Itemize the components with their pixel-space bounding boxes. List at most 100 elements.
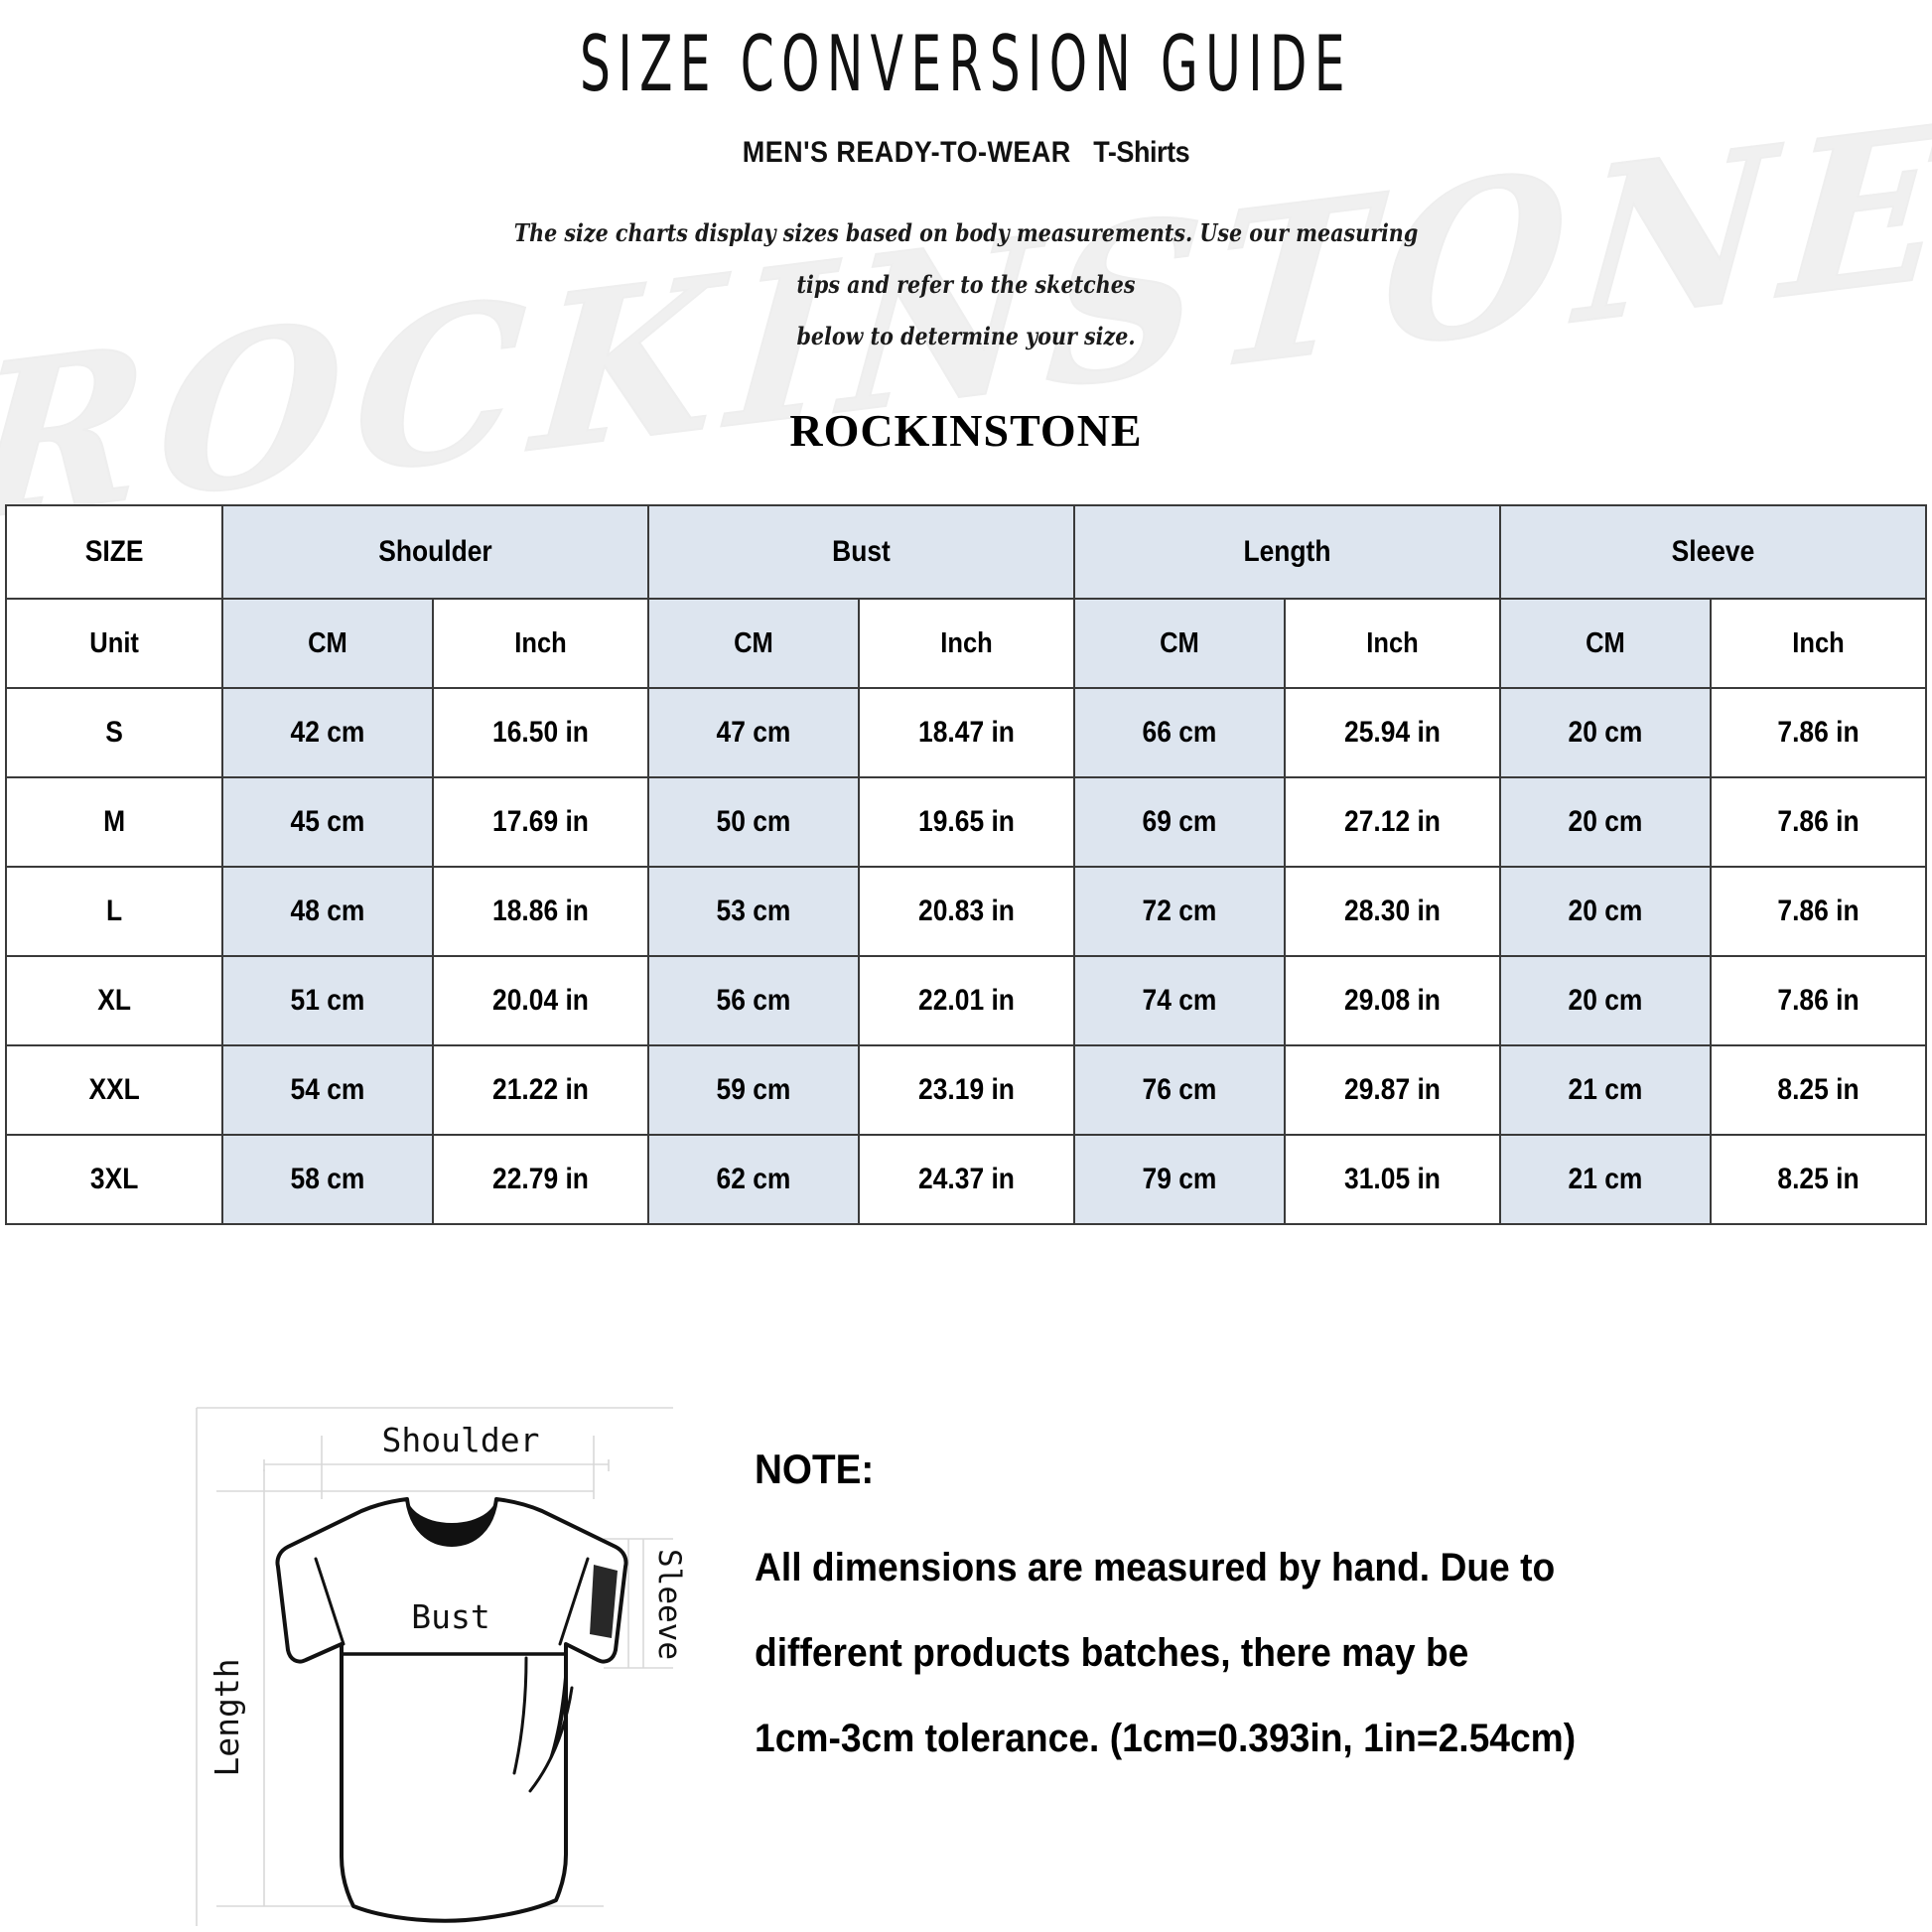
cell-shoulder-cm: 51 cm: [221, 955, 435, 1046]
cell-length-cm: 69 cm: [1073, 776, 1287, 868]
cell-sleeve-cm: 20 cm: [1499, 955, 1712, 1046]
description-line-1: The size charts display sizes based on b…: [513, 218, 1419, 299]
cell-size: 3XL: [4, 1134, 224, 1225]
cell-shoulder-inch: 21.22 in: [432, 1044, 650, 1136]
cell-shoulder-cm: 54 cm: [221, 1044, 435, 1136]
page-subtitle: MEN'S READY-TO-WEAR T-Shirts: [96, 92, 1835, 170]
header-group-bust: Bust: [647, 504, 1076, 600]
cell-length-cm: 76 cm: [1073, 1044, 1287, 1136]
header-group-sleeve: Sleeve: [1499, 504, 1927, 600]
unit-label: Unit: [4, 598, 224, 689]
header-group-length: Length: [1073, 504, 1502, 600]
unit-bust-inch: Inch: [858, 598, 1076, 689]
unit-shoulder-inch: Inch: [432, 598, 650, 689]
cell-bust-inch: 23.19 in: [858, 1044, 1076, 1136]
cell-shoulder-inch: 16.50 in: [432, 687, 650, 778]
cell-sleeve-cm: 20 cm: [1499, 687, 1712, 778]
cell-sleeve-inch: 8.25 in: [1709, 1044, 1928, 1136]
cell-sleeve-cm: 21 cm: [1499, 1134, 1712, 1225]
cell-length-inch: 27.12 in: [1284, 776, 1502, 868]
table-unit-row: Unit CM Inch CM Inch CM Inch CM Inch: [4, 598, 1928, 689]
diagram-label-sleeve: Sleeve: [651, 1549, 687, 1660]
cell-length-cm: 66 cm: [1073, 687, 1287, 778]
unit-sleeve-cm: CM: [1499, 598, 1712, 689]
cell-sleeve-inch: 8.25 in: [1709, 1134, 1928, 1225]
header-group-shoulder: Shoulder: [221, 504, 650, 600]
cell-shoulder-inch: 18.86 in: [432, 866, 650, 957]
cell-bust-inch: 19.65 in: [858, 776, 1076, 868]
cell-length-cm: 79 cm: [1073, 1134, 1287, 1225]
cell-sleeve-cm: 20 cm: [1499, 776, 1712, 868]
page-description: The size charts display sizes based on b…: [496, 170, 1436, 362]
tshirt-collar: [407, 1499, 496, 1545]
tshirt-measurement-diagram: Shoulder Bust Length Sleeve: [177, 1390, 693, 1932]
cell-shoulder-cm: 42 cm: [221, 687, 435, 778]
brand-name: ROCKINSTONE: [789, 405, 1143, 456]
note-line-2: different products batches, there may be: [755, 1631, 1469, 1675]
cell-shoulder-inch: 17.69 in: [432, 776, 650, 868]
cell-bust-cm: 59 cm: [647, 1044, 861, 1136]
description-line-2: below to determine your size.: [796, 322, 1136, 350]
unit-sleeve-inch: Inch: [1709, 598, 1928, 689]
unit-shoulder-cm: CM: [221, 598, 435, 689]
cell-sleeve-inch: 7.86 in: [1709, 776, 1928, 868]
cell-bust-inch: 18.47 in: [858, 687, 1076, 778]
cell-length-cm: 72 cm: [1073, 866, 1287, 957]
table-row: XL 51 cm 20.04 in 56 cm 22.01 in 74 cm 2…: [4, 955, 1928, 1046]
cell-length-inch: 25.94 in: [1284, 687, 1502, 778]
cell-size: S: [4, 687, 224, 778]
note-body: All dimensions are measured by hand. Due…: [755, 1493, 1899, 1781]
cell-bust-cm: 62 cm: [647, 1134, 861, 1225]
table-row: 3XL 58 cm 22.79 in 62 cm 24.37 in 79 cm …: [4, 1134, 1928, 1225]
bottom-section: Shoulder Bust Length Sleeve NOTE: All di…: [0, 1390, 1932, 1932]
cell-length-inch: 31.05 in: [1284, 1134, 1502, 1225]
cell-length-inch: 28.30 in: [1284, 866, 1502, 957]
unit-length-cm: CM: [1073, 598, 1287, 689]
cell-sleeve-inch: 7.86 in: [1709, 955, 1928, 1046]
diagram-label-bust: Bust: [411, 1597, 489, 1636]
cell-bust-inch: 24.37 in: [858, 1134, 1076, 1225]
table-row: M 45 cm 17.69 in 50 cm 19.65 in 69 cm 27…: [4, 776, 1928, 868]
tshirt-dark-accents: [544, 1565, 618, 1773]
cell-bust-cm: 47 cm: [647, 687, 861, 778]
cell-sleeve-cm: 21 cm: [1499, 1044, 1712, 1136]
tshirt-outline: [275, 1497, 628, 1923]
table-row: L 48 cm 18.86 in 53 cm 20.83 in 72 cm 28…: [4, 866, 1928, 957]
cell-sleeve-inch: 7.86 in: [1709, 687, 1928, 778]
note-section: NOTE: All dimensions are measured by han…: [755, 1446, 1906, 1781]
cell-bust-cm: 50 cm: [647, 776, 861, 868]
diagram-label-length: Length: [207, 1658, 246, 1776]
cell-bust-inch: 20.83 in: [858, 866, 1076, 957]
subtitle-category: MEN'S READY-TO-WEAR: [742, 136, 1071, 169]
cell-shoulder-cm: 45 cm: [221, 776, 435, 868]
unit-bust-cm: CM: [647, 598, 861, 689]
tshirt-shading: [314, 1557, 590, 1793]
cell-bust-cm: 56 cm: [647, 955, 861, 1046]
cell-bust-inch: 22.01 in: [858, 955, 1076, 1046]
unit-length-inch: Inch: [1284, 598, 1502, 689]
cell-shoulder-cm: 48 cm: [221, 866, 435, 957]
cell-shoulder-cm: 58 cm: [221, 1134, 435, 1225]
page-title: SIZE CONVERSION GUIDE: [580, 18, 1352, 109]
note-line-1: All dimensions are measured by hand. Due…: [755, 1546, 1556, 1589]
size-table-container: SIZE Shoulder Bust Length Sleeve Unit CM…: [4, 504, 1928, 1225]
subtitle-product: T-Shirts: [1093, 136, 1190, 169]
table-header-row: SIZE Shoulder Bust Length Sleeve: [4, 504, 1927, 600]
cell-bust-cm: 53 cm: [647, 866, 861, 957]
cell-sleeve-inch: 7.86 in: [1709, 866, 1928, 957]
cell-size: L: [4, 866, 224, 957]
cell-length-inch: 29.08 in: [1284, 955, 1502, 1046]
table-row: S 42 cm 16.50 in 47 cm 18.47 in 66 cm 25…: [4, 687, 1928, 778]
size-guide-page: SIZE CONVERSION GUIDE MEN'S READY-TO-WEA…: [0, 0, 1932, 457]
size-conversion-table: SIZE Shoulder Bust Length Sleeve Unit CM…: [4, 504, 1928, 1225]
diagram-label-shoulder: Shoulder: [382, 1421, 540, 1459]
cell-length-inch: 29.87 in: [1284, 1044, 1502, 1136]
cell-sleeve-cm: 20 cm: [1499, 866, 1712, 957]
note-line-3: 1cm-3cm tolerance. (1cm=0.393in, 1in=2.5…: [755, 1717, 1577, 1760]
cell-size: XL: [4, 955, 224, 1046]
cell-size: M: [4, 776, 224, 868]
header-size: SIZE: [4, 504, 224, 600]
table-row: XXL 54 cm 21.22 in 59 cm 23.19 in 76 cm …: [4, 1044, 1928, 1136]
cell-shoulder-inch: 22.79 in: [432, 1134, 650, 1225]
cell-length-cm: 74 cm: [1073, 955, 1287, 1046]
